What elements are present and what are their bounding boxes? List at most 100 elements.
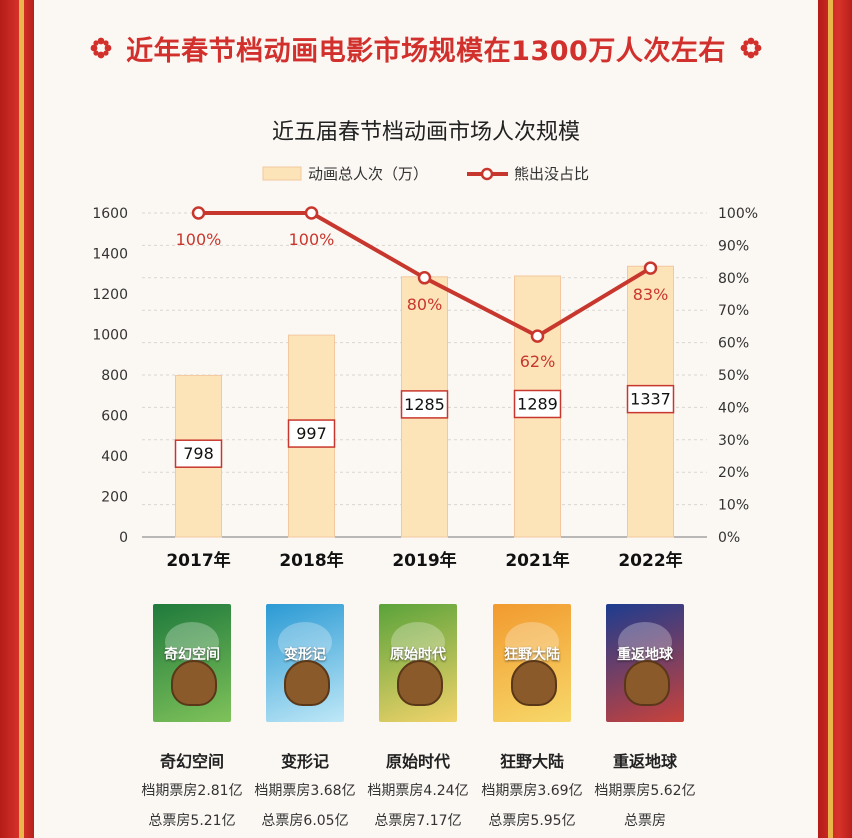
bar-value-box xyxy=(287,419,336,448)
left-tick-label: 1600 xyxy=(92,206,128,222)
line-point xyxy=(417,271,432,285)
film-card: 奇幻空间 奇幻空间 档期票房2.81亿 总票房5.21亿 xyxy=(137,604,247,830)
poster-highlight xyxy=(618,622,672,662)
chart-container: 近五届春节档动画市场人次规模 动画总人次（万） 熊出没占比 0 200 400 600… xyxy=(92,120,758,571)
bar-value-label: 997 xyxy=(296,424,327,443)
right-tick-label: 0% xyxy=(718,530,740,546)
film-poster: 变形记 xyxy=(266,604,344,722)
flower-icon xyxy=(90,37,112,59)
line-point xyxy=(304,206,319,220)
poster-title: 变形记 xyxy=(284,647,326,663)
left-tick-label: 400 xyxy=(101,449,128,465)
film-name: 狂野大陆 xyxy=(499,752,564,771)
right-tick-label: 40% xyxy=(718,400,749,416)
poster-title: 重返地球 xyxy=(617,647,673,663)
headline-text: 近年春节档动画电影市场规模在1300万人次左右 xyxy=(126,35,726,67)
right-tick-label: 30% xyxy=(718,433,749,449)
film-poster: 狂野大陆 xyxy=(493,604,571,722)
left-red-frame xyxy=(0,0,34,838)
line-value-label: 80% xyxy=(407,295,443,314)
right-y-axis: 0% 10% 20% 30% 40% 50% 60% 70% 80% 90% 100% xyxy=(718,206,758,546)
line-point xyxy=(191,206,206,220)
film-poster: 奇幻空间 xyxy=(153,604,231,722)
film-box-office-period: 档期票房2.81亿 xyxy=(141,783,243,799)
right-tick-label: 70% xyxy=(718,303,749,319)
right-tick-label: 90% xyxy=(718,238,749,254)
right-tick-label: 10% xyxy=(718,498,749,514)
left-tick-label: 600 xyxy=(101,409,128,425)
right-tick-label: 20% xyxy=(718,465,749,481)
film-box-office-total: 总票房7.17亿 xyxy=(374,813,462,829)
film-poster: 重返地球 xyxy=(606,604,684,722)
bear-character-icon xyxy=(397,660,443,706)
film-card: 变形记 变形记 档期票房3.68亿 总票房6.05亿 xyxy=(250,604,360,830)
line-series: 100% 100% 80% 62% 83% xyxy=(176,206,669,371)
film-card: 狂野大陆 狂野大陆 档期票房3.69亿 总票房5.95亿 xyxy=(477,604,587,830)
film-box-office-total: 总票房6.05亿 xyxy=(261,813,349,829)
flower-icon xyxy=(740,37,762,59)
film-name: 变形记 xyxy=(280,752,329,771)
bear-character-icon xyxy=(171,660,217,706)
line-point xyxy=(643,261,658,275)
headline-banner: 近年春节档动画电影市场规模在1300万人次左右 xyxy=(0,22,852,74)
film-box-office-total: 总票房5.95亿 xyxy=(488,813,576,829)
left-tick-label: 0 xyxy=(119,530,128,546)
right-red-frame xyxy=(818,0,852,838)
bar-value-box xyxy=(626,384,675,414)
bar-value-label: 1285 xyxy=(404,395,445,414)
poster-title: 奇幻空间 xyxy=(164,647,220,663)
bar-value-box xyxy=(400,390,449,419)
film-name: 奇幻空间 xyxy=(159,752,224,771)
left-tick-label: 1400 xyxy=(92,247,128,263)
left-tick-label: 1000 xyxy=(92,328,128,344)
right-tick-label: 80% xyxy=(718,271,749,287)
film-name: 重返地球 xyxy=(612,752,677,771)
left-tick-label: 800 xyxy=(101,368,128,384)
right-tick-label: 50% xyxy=(718,368,749,384)
poster-title: 原始时代 xyxy=(390,647,446,663)
legend-bar-swatch xyxy=(262,166,302,181)
chart-legend: 动画总人次（万） 熊出没占比 xyxy=(262,165,589,183)
line-value-label: 62% xyxy=(520,352,556,371)
line-value-label: 83% xyxy=(633,285,669,304)
film-box-office-period: 档期票房4.24亿 xyxy=(367,783,469,799)
film-box-office-period: 档期票房5.62亿 xyxy=(594,783,696,799)
poster-highlight xyxy=(278,622,332,662)
chart-title: 近五届春节档动画市场人次规模 xyxy=(272,120,580,145)
film-box-office-total: 总票房 xyxy=(624,813,666,829)
x-axis: 2017年 2018年 2019年 2021年 2022年 xyxy=(166,550,682,571)
bear-character-icon xyxy=(624,660,670,706)
right-tick-label: 60% xyxy=(718,336,749,352)
poster-title: 狂野大陆 xyxy=(504,647,560,663)
legend-line-marker xyxy=(480,167,494,181)
left-tick-label: 1200 xyxy=(92,287,128,303)
bar-value-box xyxy=(513,389,562,419)
x-tick-label: 2018年 xyxy=(279,550,343,571)
x-tick-label: 2021年 xyxy=(505,550,569,571)
combo-chart: 近五届春节档动画市场人次规模 动画总人次（万） 熊出没占比 0 200 400 600… xyxy=(92,120,758,571)
poster-highlight xyxy=(391,622,445,662)
bar-value-box xyxy=(174,439,223,468)
left-y-axis: 0 200 400 600 800 1000 1200 1400 1600 xyxy=(92,206,128,546)
left-tick-label: 200 xyxy=(101,490,128,506)
film-box-office-period: 档期票房3.68亿 xyxy=(254,783,356,799)
film-box-office-period: 档期票房3.69亿 xyxy=(481,783,583,799)
film-card: 重返地球 重返地球 档期票房5.62亿 总票房 xyxy=(590,604,700,830)
bear-character-icon xyxy=(284,660,330,706)
film-card: 原始时代 原始时代 档期票房4.24亿 总票房7.17亿 xyxy=(363,604,473,830)
bar-value-label: 798 xyxy=(183,444,214,463)
bar-value-label: 1289 xyxy=(517,394,558,413)
bear-character-icon xyxy=(511,660,557,706)
film-name: 原始时代 xyxy=(385,752,450,771)
right-tick-label: 100% xyxy=(718,206,758,222)
line-value-label: 100% xyxy=(289,230,335,249)
legend-line-label: 熊出没占比 xyxy=(514,165,589,183)
line-value-label: 100% xyxy=(176,230,222,249)
legend-bar-label: 动画总人次（万） xyxy=(308,165,428,183)
poster-highlight xyxy=(505,622,559,662)
bar-value-label: 1337 xyxy=(630,390,671,409)
poster-highlight xyxy=(165,622,219,662)
bar-value-labels: 798 997 1285 1289 1337 xyxy=(174,384,675,468)
film-poster: 原始时代 xyxy=(379,604,457,722)
film-box-office-total: 总票房5.21亿 xyxy=(148,813,236,829)
